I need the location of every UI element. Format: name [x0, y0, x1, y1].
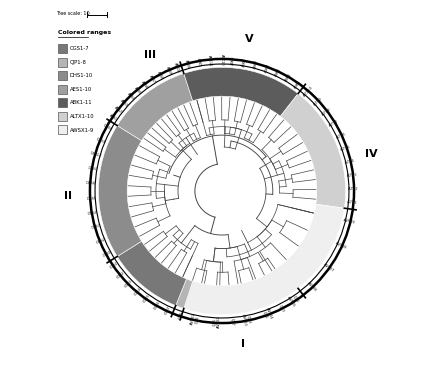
Text: ABK11: ABK11 [207, 54, 213, 66]
Text: ALTX3: ALTX3 [347, 172, 358, 178]
Text: CGS6: CGS6 [153, 300, 161, 310]
Text: I: I [242, 338, 246, 348]
Text: AWSX5: AWSX5 [286, 296, 297, 309]
Text: CGS2: CGS2 [116, 270, 126, 280]
Text: CJP5: CJP5 [212, 318, 217, 326]
Wedge shape [117, 241, 186, 306]
Text: ABK2: ABK2 [274, 67, 282, 78]
Text: AWSX1-9: AWSX1-9 [70, 128, 94, 133]
Text: ALTX4: ALTX4 [344, 159, 356, 165]
Text: CGS1-7: CGS1-7 [70, 46, 89, 51]
Text: CJP1: CJP1 [262, 311, 269, 319]
Text: AWSX1: AWSX1 [190, 312, 197, 326]
Text: DHS4: DHS4 [87, 210, 98, 216]
Wedge shape [184, 67, 298, 116]
Text: AES3: AES3 [120, 99, 129, 108]
Text: AES10: AES10 [173, 62, 181, 74]
Text: CJP3: CJP3 [278, 304, 285, 312]
Text: ALTX8: ALTX8 [321, 107, 332, 117]
Text: AWSX4: AWSX4 [265, 307, 273, 320]
Text: AES5: AES5 [133, 86, 142, 95]
Text: AES1-10: AES1-10 [70, 87, 92, 92]
Text: IV: IV [365, 149, 378, 159]
Wedge shape [176, 266, 298, 315]
Text: II: II [64, 191, 72, 201]
Bar [58, 58, 67, 66]
Text: CGS5: CGS5 [143, 293, 151, 304]
Text: ABK6: ABK6 [184, 60, 190, 70]
Text: AWSX2: AWSX2 [217, 316, 221, 329]
Bar [58, 44, 67, 53]
Text: ALTX2: ALTX2 [348, 187, 359, 191]
Text: ALTX1: ALTX1 [347, 200, 358, 205]
Text: CJP1-8: CJP1-8 [70, 60, 87, 65]
Bar [58, 125, 67, 134]
Text: AWSX7: AWSX7 [322, 262, 335, 273]
Text: ABK1: ABK1 [294, 79, 302, 89]
Text: Colored ranges: Colored ranges [58, 30, 111, 35]
Text: ABK7: ABK7 [253, 59, 259, 70]
Bar [58, 85, 67, 94]
Text: V: V [245, 34, 253, 44]
Text: DHS9: DHS9 [95, 137, 106, 145]
Text: AWSX9: AWSX9 [343, 219, 356, 225]
Text: CJP4: CJP4 [246, 315, 251, 324]
Text: Tree scale: 10: Tree scale: 10 [56, 11, 90, 16]
Text: CGS4: CGS4 [133, 286, 143, 296]
Text: ALTX5: ALTX5 [341, 145, 352, 152]
Text: DHS2: DHS2 [95, 237, 106, 245]
Text: CJP2: CJP2 [292, 295, 300, 304]
Wedge shape [117, 73, 193, 141]
Text: AES7: AES7 [148, 75, 157, 85]
Text: DHS5: DHS5 [86, 196, 96, 201]
Text: ALTX6: ALTX6 [335, 131, 347, 139]
Text: ABK3: ABK3 [284, 73, 293, 83]
Text: ABK1-11: ABK1-11 [70, 100, 92, 105]
Bar [58, 112, 67, 121]
Text: III: III [144, 50, 156, 60]
Text: ABK10: ABK10 [220, 54, 224, 66]
Text: DHS3: DHS3 [91, 224, 101, 230]
Text: DHS10: DHS10 [90, 151, 102, 159]
Bar [58, 99, 67, 107]
Text: AES6: AES6 [141, 80, 149, 90]
Text: AES4: AES4 [126, 92, 135, 101]
Text: AES8: AES8 [156, 70, 164, 80]
Wedge shape [184, 204, 345, 315]
Wedge shape [99, 126, 142, 256]
Bar [58, 71, 67, 80]
Text: ABK8: ABK8 [242, 57, 248, 67]
Text: AWSX6: AWSX6 [306, 281, 317, 293]
Text: ABK4: ABK4 [264, 63, 271, 73]
Text: AES1: AES1 [108, 113, 118, 122]
Wedge shape [280, 94, 345, 208]
Text: DHS7: DHS7 [87, 166, 98, 172]
Text: ALTX1-10: ALTX1-10 [70, 114, 94, 119]
Text: ABK9: ABK9 [231, 55, 236, 65]
Text: CGS1: CGS1 [109, 261, 119, 270]
Text: ABK5: ABK5 [196, 57, 201, 67]
Text: CGS7: CGS7 [163, 305, 171, 316]
Text: DHS1: DHS1 [102, 250, 112, 258]
Text: ALTX9: ALTX9 [313, 96, 323, 107]
Text: ALTX7: ALTX7 [329, 119, 340, 128]
Text: ALTX10: ALTX10 [302, 86, 314, 98]
Text: AWSX3: AWSX3 [241, 314, 247, 327]
Text: CGS3: CGS3 [124, 279, 134, 288]
Text: DHS8: DHS8 [102, 124, 112, 132]
Text: AWSX8: AWSX8 [335, 241, 348, 250]
Text: CJP6: CJP6 [195, 316, 200, 324]
Text: AES9: AES9 [165, 66, 172, 76]
Text: CJP7: CJP7 [230, 318, 234, 326]
Text: DHS6: DHS6 [86, 181, 96, 186]
Text: DHS1-10: DHS1-10 [70, 73, 93, 78]
Text: CJP8: CJP8 [178, 311, 184, 320]
Text: AES2: AES2 [114, 106, 123, 115]
